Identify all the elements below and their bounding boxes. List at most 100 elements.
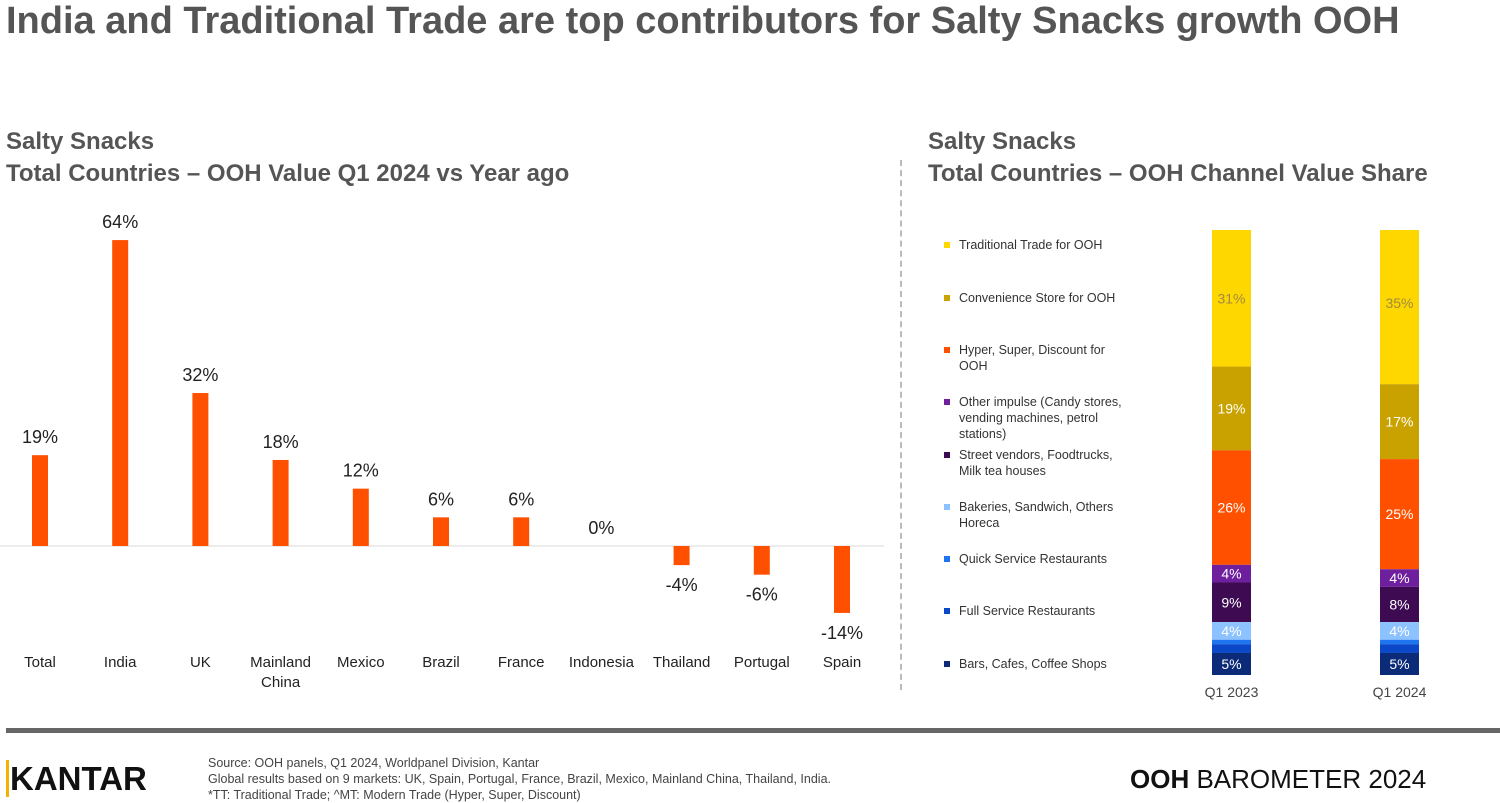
segment-label: 4% bbox=[1221, 623, 1241, 639]
segment-label: 25% bbox=[1385, 506, 1413, 522]
data-label: 64% bbox=[102, 212, 138, 232]
segment bbox=[1212, 230, 1251, 367]
data-label: -4% bbox=[666, 575, 698, 595]
category-label: Mexico bbox=[337, 654, 385, 671]
segment bbox=[1212, 582, 1251, 623]
legend-swatch bbox=[944, 242, 950, 248]
category-label: Q1 2024 bbox=[1373, 684, 1427, 700]
legend-label: Street vendors, Foodtrucks, Milk tea hou… bbox=[959, 448, 1113, 478]
right-chart-title: Salty Snacks Total Countries – OOH Channe… bbox=[928, 126, 1428, 190]
data-label: 18% bbox=[263, 432, 299, 452]
legend-swatch bbox=[944, 399, 950, 405]
legend-swatch bbox=[944, 452, 950, 458]
data-label: -6% bbox=[746, 585, 778, 605]
segment bbox=[1380, 230, 1419, 385]
ooh-barometer-brand: OOH BAROMETER 2024 bbox=[1130, 764, 1426, 795]
data-label: 32% bbox=[182, 365, 218, 385]
kantar-logo: KANTAR bbox=[6, 760, 147, 798]
legend-label: Full Service Restaurants bbox=[959, 604, 1096, 618]
segment bbox=[1212, 639, 1251, 645]
segment bbox=[1212, 564, 1251, 583]
category-label: UK bbox=[190, 654, 211, 671]
legend-item: Quick Service Restaurants bbox=[944, 551, 1134, 567]
bar-total bbox=[32, 455, 48, 546]
legend-swatch bbox=[944, 608, 950, 614]
segment bbox=[1380, 569, 1419, 587]
category-label: France bbox=[498, 654, 545, 671]
legend-label: Traditional Trade for OOH bbox=[959, 238, 1103, 252]
segment bbox=[1380, 644, 1419, 653]
category-label: Brazil bbox=[422, 654, 460, 671]
segment bbox=[1380, 459, 1419, 570]
segment bbox=[1212, 644, 1251, 653]
segment-label: 19% bbox=[1217, 400, 1245, 416]
category-label: Indonesia bbox=[569, 654, 635, 671]
category-label: Total bbox=[24, 654, 56, 671]
legend-item: Hyper, Super, Discount for OOH bbox=[944, 342, 1134, 374]
bar-uk bbox=[192, 393, 209, 546]
segment-label: 4% bbox=[1221, 566, 1241, 582]
legend-swatch bbox=[944, 504, 950, 510]
legend-swatch bbox=[944, 347, 950, 353]
legend-swatch bbox=[944, 556, 950, 562]
category-label: Spain bbox=[823, 654, 861, 671]
category-label: Q1 2023 bbox=[1205, 684, 1259, 700]
legend-label: Hyper, Super, Discount for OOH bbox=[959, 343, 1105, 373]
left-title-line2: Total Countries – OOH Value Q1 2024 vs Y… bbox=[6, 160, 570, 187]
category-label: Thailand bbox=[653, 654, 711, 671]
bar-india bbox=[112, 240, 129, 546]
left-chart-title: Salty Snacks Total Countries – OOH Value … bbox=[6, 126, 569, 190]
segment bbox=[1380, 652, 1419, 675]
right-title-line2: Total Countries – OOH Channel Value Shar… bbox=[928, 160, 1428, 187]
segment-label: 17% bbox=[1385, 414, 1413, 430]
segment-label: 4% bbox=[1389, 623, 1409, 639]
brand-rest: BAROMETER 2024 bbox=[1189, 764, 1427, 794]
legend-item: Bars, Cafes, Coffee Shops bbox=[944, 656, 1134, 672]
legend-item: Bakeries, Sandwich, Others Horeca bbox=[944, 499, 1134, 531]
legend-item: Convenience Store for OOH bbox=[944, 290, 1134, 306]
category-label: China bbox=[261, 674, 301, 691]
segment bbox=[1380, 622, 1419, 640]
footer-notes: Source: OOH panels, Q1 2024, Worldpanel … bbox=[208, 755, 831, 803]
segment-label: 5% bbox=[1389, 656, 1409, 672]
category-label: Mainland bbox=[250, 654, 311, 671]
legend-item: Other impulse (Candy stores, vending mac… bbox=[944, 394, 1134, 442]
data-label: 0% bbox=[588, 518, 614, 538]
brand-bold: OOH bbox=[1130, 764, 1190, 794]
channel-share-chart: 31% 19% 26% 4% 9% 4% 5% Q1 2023 35% 17% 25% 4% 8% 4% 5… bbox=[1205, 230, 1427, 700]
footer-rule bbox=[6, 728, 1500, 733]
legend-item: Full Service Restaurants bbox=[944, 603, 1134, 619]
bar-mainland-china bbox=[272, 459, 289, 546]
divider bbox=[900, 160, 902, 690]
segment-label: 26% bbox=[1217, 500, 1245, 516]
legend-item: Traditional Trade for OOH bbox=[944, 237, 1134, 253]
data-label: 12% bbox=[343, 461, 379, 481]
bar-thailand bbox=[673, 546, 690, 566]
data-label: 6% bbox=[428, 489, 454, 509]
segment-label: 31% bbox=[1217, 290, 1245, 306]
segment bbox=[1212, 622, 1251, 640]
segment-label: 8% bbox=[1389, 597, 1409, 613]
data-label: -14% bbox=[821, 623, 863, 643]
data-label: 19% bbox=[22, 427, 58, 447]
logo-text: KANTAR bbox=[10, 760, 147, 797]
segment bbox=[1212, 652, 1251, 675]
legend-swatch bbox=[944, 661, 950, 667]
segment-label: 9% bbox=[1221, 594, 1241, 610]
segment bbox=[1212, 450, 1251, 565]
category-label: India bbox=[104, 654, 137, 671]
legend-label: Bakeries, Sandwich, Others Horeca bbox=[959, 500, 1114, 530]
bar-brazil bbox=[433, 517, 449, 546]
left-title-line1: Salty Snacks bbox=[6, 128, 155, 155]
page-title: India and Traditional Trade are top cont… bbox=[6, 0, 1400, 42]
legend-label: Other impulse (Candy stores, vending mac… bbox=[959, 395, 1122, 441]
segment-label: 5% bbox=[1221, 656, 1241, 672]
bar-spain bbox=[834, 546, 850, 613]
segment bbox=[1212, 366, 1251, 451]
legend-label: Quick Service Restaurants bbox=[959, 552, 1107, 566]
bar-portugal bbox=[753, 546, 770, 575]
category-label: Portugal bbox=[734, 654, 790, 671]
segment-label: 35% bbox=[1385, 295, 1413, 311]
data-label: 6% bbox=[508, 489, 534, 509]
bar-france bbox=[513, 517, 530, 546]
